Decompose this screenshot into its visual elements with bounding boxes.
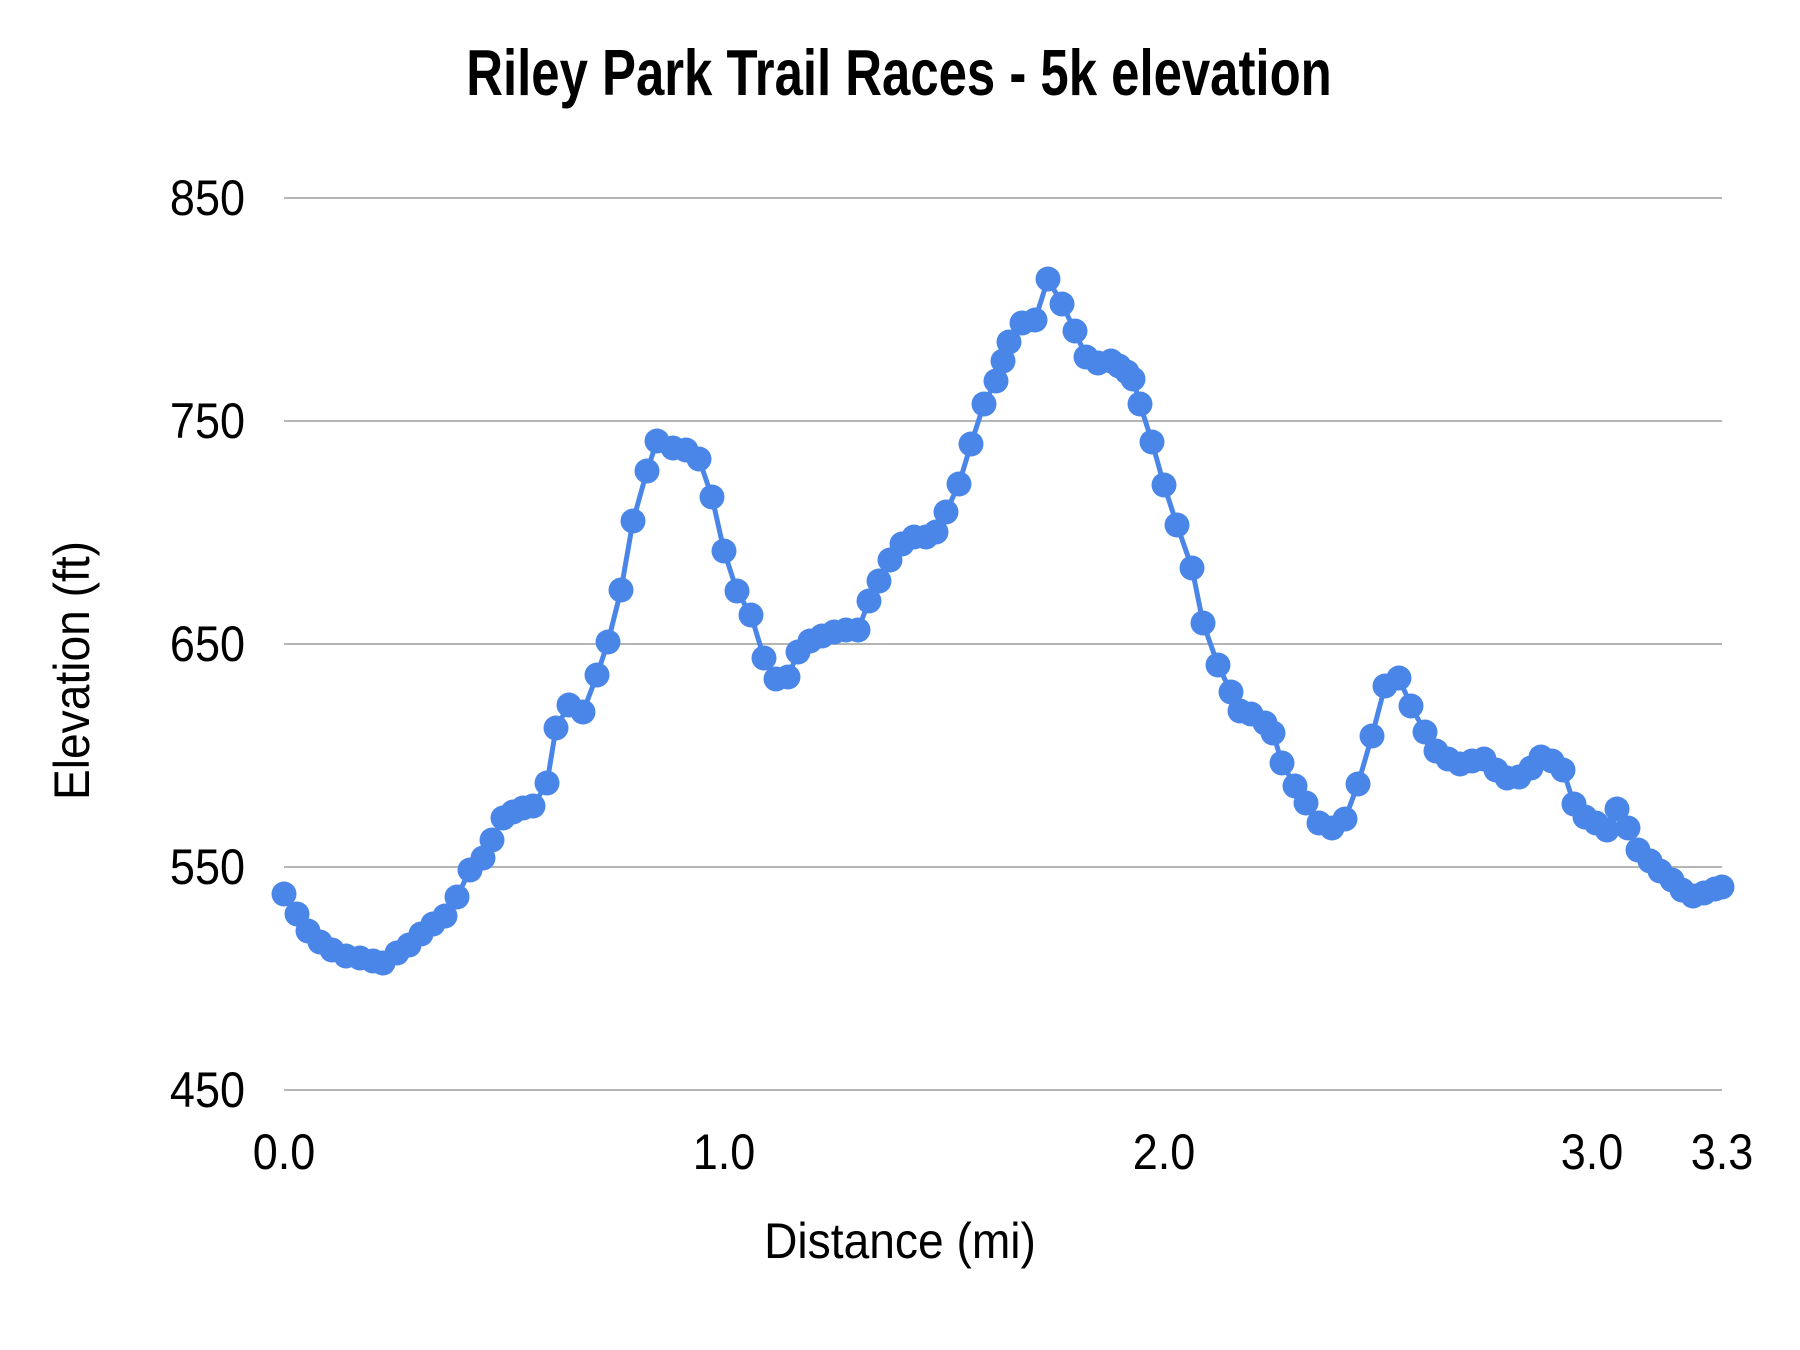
svg-text:1.0: 1.0 xyxy=(693,1125,756,1181)
svg-text:3.0: 3.0 xyxy=(1561,1125,1624,1181)
svg-text:3.3: 3.3 xyxy=(1691,1125,1754,1181)
svg-text:450: 450 xyxy=(170,1063,245,1119)
svg-text:0.0: 0.0 xyxy=(253,1125,316,1181)
svg-text:Elevation (ft): Elevation (ft) xyxy=(44,541,100,800)
svg-text:Riley Park Trail Races - 5k el: Riley Park Trail Races - 5k elevation xyxy=(466,37,1331,109)
svg-text:750: 750 xyxy=(170,394,245,450)
svg-text:850: 850 xyxy=(170,171,245,227)
svg-text:650: 650 xyxy=(170,617,245,673)
svg-text:550: 550 xyxy=(170,840,245,896)
svg-text:2.0: 2.0 xyxy=(1133,1125,1196,1181)
svg-text:Distance (mi): Distance (mi) xyxy=(764,1213,1036,1269)
